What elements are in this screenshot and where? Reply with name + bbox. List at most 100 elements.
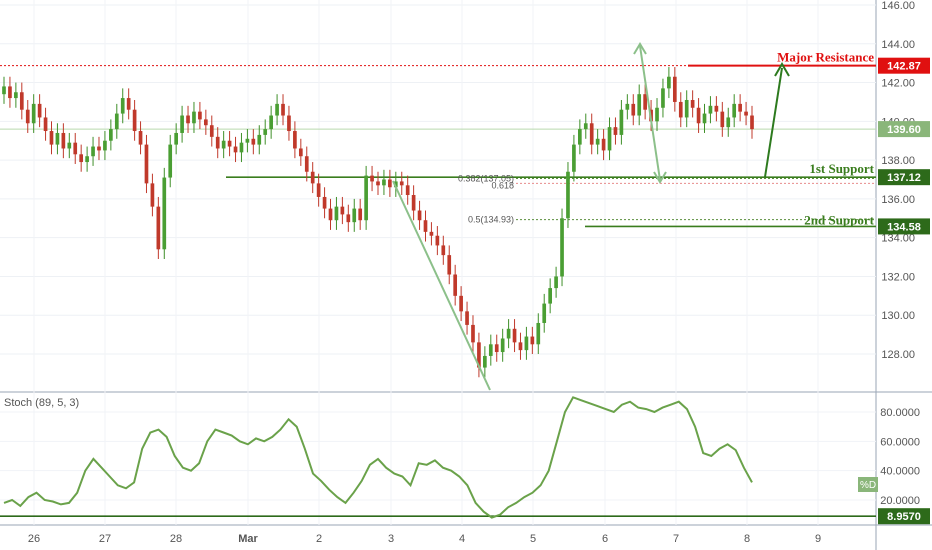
candle-body <box>494 344 499 353</box>
second-support-price-value: 134.58 <box>887 221 921 233</box>
candle-body <box>215 136 220 149</box>
price-tick-label: 132.00 <box>881 271 915 283</box>
candle-body <box>150 183 155 207</box>
candle-body <box>500 338 505 353</box>
time-tick-label: 8 <box>744 533 750 545</box>
stoch-d-line <box>3 396 753 519</box>
candle-body <box>459 295 463 312</box>
candle-body <box>126 98 131 110</box>
time-tick-label: 6 <box>602 533 608 545</box>
candle-body <box>120 98 125 114</box>
stoch-tick-label: 40.0000 <box>880 466 920 478</box>
candle-body <box>411 195 416 211</box>
time-tick-label: 3 <box>388 533 394 545</box>
candle-body <box>227 140 232 147</box>
candle-body <box>186 115 190 124</box>
projection-arrow-line <box>639 45 661 181</box>
candle-body <box>667 76 671 89</box>
candle-body <box>144 144 149 184</box>
candle-body <box>85 156 89 163</box>
first-support-price-badge <box>878 169 930 186</box>
candle-body <box>560 218 564 277</box>
candle-body <box>631 103 636 116</box>
fib-0618-label: 0.618 <box>491 180 514 190</box>
candle-body <box>304 156 309 172</box>
candle-body <box>346 214 351 223</box>
stoch-panel <box>0 393 876 525</box>
candle-body <box>239 142 244 153</box>
candle-body <box>601 138 606 151</box>
price-tick-label: 136.00 <box>881 194 915 206</box>
candle-body <box>352 208 357 223</box>
candle-body <box>744 111 748 116</box>
candle-body <box>334 206 339 221</box>
candle-body <box>542 303 547 323</box>
fib-0382-label: 0.382(137.05) <box>458 174 514 184</box>
candle-body <box>435 235 440 246</box>
level-lines <box>0 64 876 228</box>
candle-body <box>316 183 321 197</box>
stoch-badges: 8.9570 <box>878 508 930 525</box>
candle-body <box>429 231 434 236</box>
projection-arrow-down-icon <box>653 171 667 184</box>
grid <box>0 0 876 525</box>
time-tick-label: Mar <box>238 533 258 545</box>
price-tick-label: 134.00 <box>881 233 915 245</box>
time-tick-label: 4 <box>459 533 465 545</box>
candle-body <box>358 208 363 221</box>
price-tick-label: 142.00 <box>881 78 915 90</box>
first-support-label: 1st Support <box>809 161 874 176</box>
candle-body <box>637 94 642 116</box>
candle-body <box>524 336 529 351</box>
candle-body <box>162 177 167 250</box>
candle-body <box>423 220 428 232</box>
resistance-price-badge <box>878 57 930 74</box>
fib-trend-line <box>392 180 491 391</box>
candle-body <box>441 245 446 256</box>
candle-body <box>14 92 18 99</box>
candle-body <box>31 103 36 124</box>
candle-body <box>322 196 327 209</box>
target-arrow-icon <box>774 62 790 77</box>
time-tick-label: 9 <box>815 533 821 545</box>
candle-body <box>97 146 101 151</box>
fibonacci-levels: 0.382(137.05) 0.618 0.5(134.93) <box>458 174 876 225</box>
candle-body <box>720 111 725 128</box>
trend-drawings <box>392 42 790 391</box>
candle-body <box>672 76 677 102</box>
stoch-value: 8.9570 <box>887 511 921 523</box>
candle-body <box>8 86 12 99</box>
fib-05-label: 0.5(134.93) <box>468 215 514 225</box>
candle-body <box>702 113 707 124</box>
candle-body <box>298 148 303 157</box>
candle-body <box>696 107 701 124</box>
candle-body <box>79 154 84 163</box>
candle-body <box>310 171 315 184</box>
candle-body <box>293 131 297 149</box>
candle-body <box>233 146 238 153</box>
candle-body <box>483 355 487 368</box>
candle-body <box>174 132 178 145</box>
stoch-title: Stoch (89, 5, 3) <box>4 397 79 409</box>
candle-body <box>465 311 469 325</box>
candle-body <box>684 100 689 118</box>
resistance-price-value: 142.87 <box>887 61 921 73</box>
candle-body <box>382 179 386 186</box>
candle-body <box>572 144 576 172</box>
price-tick-label: 130.00 <box>881 310 915 322</box>
candle-body <box>37 103 42 118</box>
second-support-label: 2nd Support <box>804 212 874 227</box>
price-tick-label: 138.00 <box>881 155 915 167</box>
candle-body <box>2 86 6 95</box>
time-axis: 26 27 28 Mar 2 3 4 5 6 7 8 9 <box>28 533 821 545</box>
candle-body <box>447 255 452 275</box>
candle-body <box>251 138 256 145</box>
candle-body <box>578 129 582 145</box>
candle-body <box>595 138 600 145</box>
price-tick-label: 144.00 <box>881 39 915 51</box>
current-price-value: 139.60 <box>887 124 921 136</box>
target-arrow-line <box>764 67 783 178</box>
candle-body <box>471 324 475 343</box>
time-tick-label: 27 <box>99 533 111 545</box>
candle-body <box>661 88 665 108</box>
